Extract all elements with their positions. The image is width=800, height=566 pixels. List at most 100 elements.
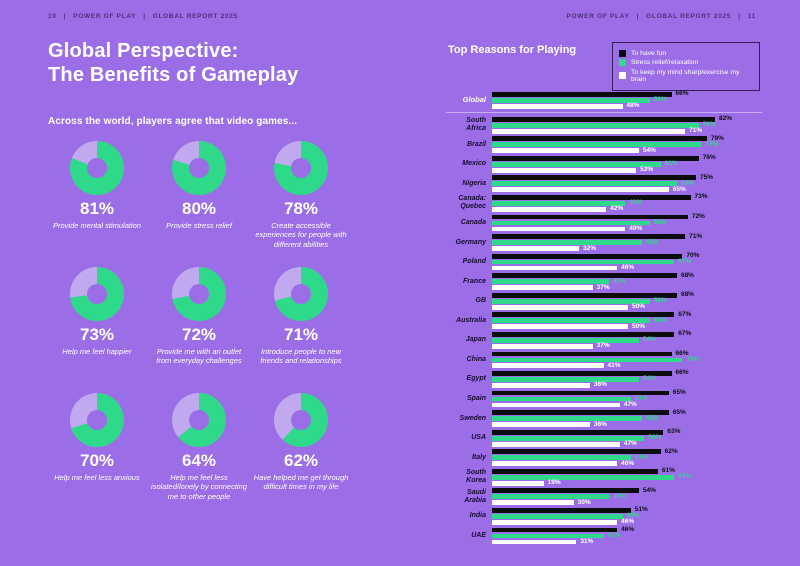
donut-chart bbox=[70, 267, 124, 321]
brand-label: POWER OF PLAY bbox=[73, 13, 137, 20]
bar-value-label: 46% bbox=[621, 518, 635, 526]
bar bbox=[492, 116, 716, 122]
donut-card: 64% Help me feel less isolated/lonely by … bbox=[148, 393, 250, 519]
donut-chart bbox=[172, 141, 226, 195]
bar bbox=[492, 161, 661, 167]
bar bbox=[492, 155, 699, 161]
bar-line: 58% bbox=[492, 218, 762, 226]
bar bbox=[492, 514, 623, 519]
donut-chart bbox=[274, 267, 328, 321]
bar-value-label: 48% bbox=[626, 512, 640, 520]
donut-hole bbox=[189, 158, 209, 178]
bar-line: 49% bbox=[492, 225, 762, 232]
bar-line: 82% bbox=[492, 115, 762, 122]
bar bbox=[492, 416, 642, 421]
bar-value-label: 47% bbox=[623, 439, 637, 447]
bar bbox=[492, 312, 675, 318]
bar-row: South Africa 82% 76% 71% bbox=[446, 115, 762, 134]
bar-value-label: 65% bbox=[672, 408, 686, 416]
bar-value-label: 65% bbox=[672, 185, 686, 193]
bar-group: 65% 55% 36% bbox=[492, 408, 762, 428]
bar-line: 71% bbox=[492, 233, 762, 239]
bar bbox=[492, 357, 683, 363]
bar bbox=[492, 97, 650, 103]
bar bbox=[492, 187, 669, 193]
bar-value-label: 54% bbox=[642, 486, 656, 494]
bar-line: 79% bbox=[492, 134, 762, 142]
bar-row: UAE 46% 41% 31% bbox=[446, 526, 762, 545]
donut-hole bbox=[87, 158, 107, 178]
bar-line: 66% bbox=[492, 91, 762, 97]
bar bbox=[492, 298, 650, 304]
legend-label: To have fun bbox=[631, 49, 667, 57]
bar-row: Sweden 65% 55% 36% bbox=[446, 408, 762, 428]
donut-label: Have helped me get through difficult tim… bbox=[253, 472, 349, 492]
bar-line: 70% bbox=[492, 356, 762, 363]
bar bbox=[492, 220, 650, 226]
bar bbox=[492, 527, 618, 533]
donut-label: Create accessible experiences for people… bbox=[255, 220, 347, 250]
bar bbox=[492, 474, 675, 480]
report-label: GLOBAL REPORT 2025 bbox=[646, 13, 732, 20]
donut-card: 72% Provide me with an outlet from everyd… bbox=[148, 267, 250, 393]
bar bbox=[492, 468, 658, 474]
bar-row-label: China bbox=[466, 355, 486, 363]
bar-line: 50% bbox=[492, 323, 762, 330]
bar-group: 79% 77% 54% bbox=[492, 134, 762, 154]
bar-group: 46% 41% 31% bbox=[492, 526, 762, 545]
bar-line: 58% bbox=[492, 97, 762, 103]
bar-value-label: 58% bbox=[653, 218, 667, 226]
bar bbox=[492, 377, 639, 382]
bar-value-label: 63% bbox=[667, 427, 681, 435]
bar-value-label: 71% bbox=[689, 126, 703, 134]
bar-line: 48% bbox=[492, 103, 762, 109]
bar bbox=[492, 201, 626, 206]
bar-row: Italy 62% 51% 46% bbox=[446, 448, 762, 467]
bar-row-label: Mexico bbox=[462, 160, 486, 168]
header-separator: | bbox=[143, 13, 146, 20]
bar-line: 71% bbox=[492, 126, 762, 134]
bar-group: 67% 54% 37% bbox=[492, 331, 762, 349]
bar-row: USA 63% 56% 47% bbox=[446, 427, 762, 447]
bar-row-label: Canada bbox=[460, 218, 486, 226]
report-label: GLOBAL REPORT 2025 bbox=[152, 13, 238, 20]
bar-value-label: 51% bbox=[634, 394, 648, 402]
bar bbox=[492, 337, 639, 343]
bar-line: 37% bbox=[492, 284, 762, 291]
bar-group: 61% 67% 19% bbox=[492, 468, 762, 486]
bar bbox=[492, 494, 609, 500]
bar-value-label: 43% bbox=[612, 492, 626, 500]
bar-value-label: 42% bbox=[610, 205, 624, 213]
bar-row: China 66% 70% 41% bbox=[446, 350, 762, 369]
donut-value: 71% bbox=[283, 325, 319, 344]
bar-group: 66% 58% 48% bbox=[492, 91, 762, 109]
bar bbox=[492, 167, 637, 173]
legend-label: Stress relief/relaxation bbox=[631, 59, 699, 66]
donut-card: 70% Help me feel less anxious bbox=[46, 393, 148, 519]
bar-value-label: 50% bbox=[632, 302, 646, 310]
bar-line: 63% bbox=[492, 427, 762, 435]
bar-value-label: 66% bbox=[675, 369, 689, 377]
bar-row: Egypt 66% 54% 36% bbox=[446, 369, 762, 388]
bar-line: 51% bbox=[492, 454, 762, 461]
bar-line: 55% bbox=[492, 415, 762, 421]
bar-row-label: South Korea bbox=[466, 469, 486, 485]
bar-value-label: 70% bbox=[686, 251, 700, 259]
donut-card: 80% Provide stress relief bbox=[148, 141, 250, 267]
bar-line: 32% bbox=[492, 245, 762, 251]
bar bbox=[492, 214, 688, 220]
bar-row: India 51% 48% 46% bbox=[446, 507, 762, 526]
legend-item: Stress relief/relaxation bbox=[619, 59, 753, 66]
bar-row-label: South Africa bbox=[466, 117, 486, 133]
bar-value-label: 36% bbox=[593, 420, 607, 428]
bar-line: 37% bbox=[492, 343, 762, 349]
bar-line: 47% bbox=[492, 401, 762, 408]
bar-line: 76% bbox=[492, 155, 762, 161]
bar bbox=[492, 240, 642, 245]
bar-value-label: 79% bbox=[710, 134, 724, 142]
bar-row-label: Spain bbox=[466, 395, 486, 402]
bar-group: 82% 76% 71% bbox=[492, 115, 762, 134]
bar-row-label: Germany bbox=[455, 238, 486, 246]
bar-line: 67% bbox=[492, 473, 762, 480]
bar-row: Australia 67% 58% 50% bbox=[446, 311, 762, 330]
